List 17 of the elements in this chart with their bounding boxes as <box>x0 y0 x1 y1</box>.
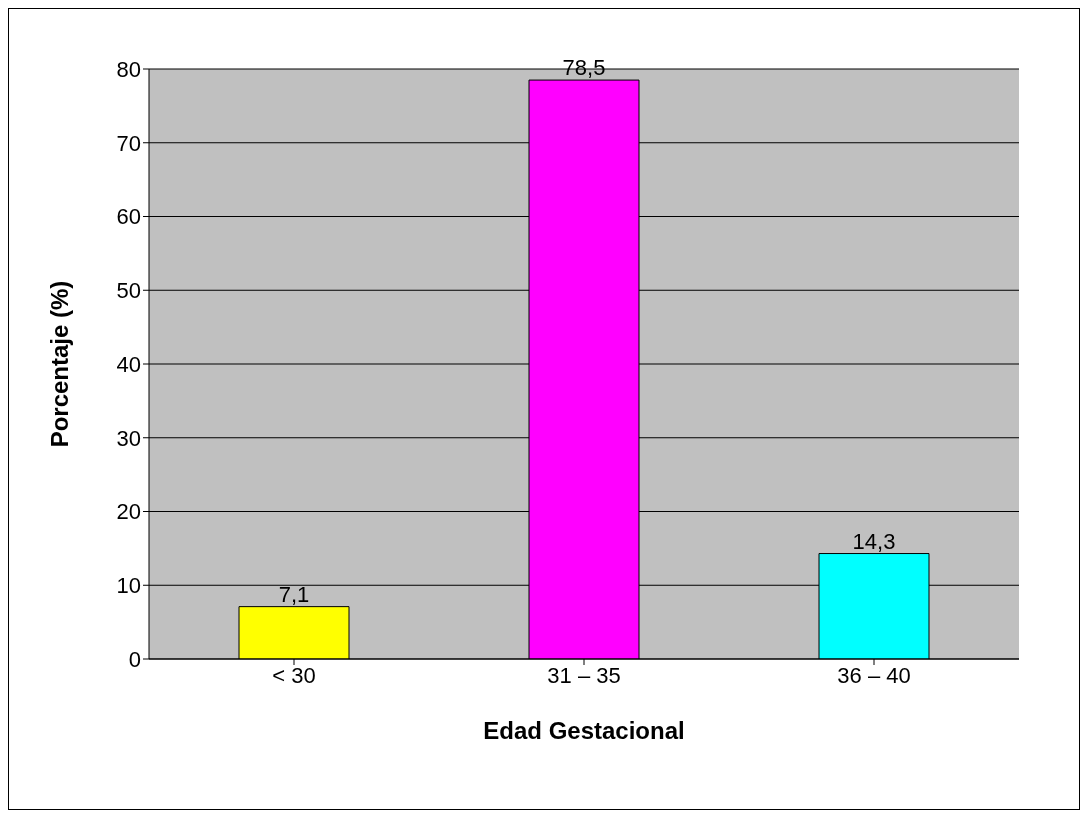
x-tick-label: 36 – 40 <box>837 662 911 688</box>
y-tick-label: 40 <box>116 351 141 377</box>
y-axis-title: Porcentaje (%) <box>45 280 73 448</box>
x-tick-label: 31 – 35 <box>547 662 621 688</box>
data-label: 78,5 <box>562 55 606 81</box>
y-tick-label: 60 <box>116 204 141 230</box>
data-label: 7,1 <box>278 581 310 607</box>
x-tick-label: < 30 <box>272 662 316 688</box>
y-tick-label: 70 <box>116 130 141 156</box>
y-tick-label: 50 <box>116 278 141 304</box>
y-tick-label: 10 <box>116 573 141 599</box>
x-axis-title: Edad Gestacional <box>483 717 685 744</box>
y-tick-label: 0 <box>128 646 141 672</box>
y-tick-label: 30 <box>116 425 141 451</box>
y-tick-label: 20 <box>116 499 141 525</box>
y-tick-label: 80 <box>116 56 141 82</box>
data-label: 14,3 <box>852 528 896 554</box>
